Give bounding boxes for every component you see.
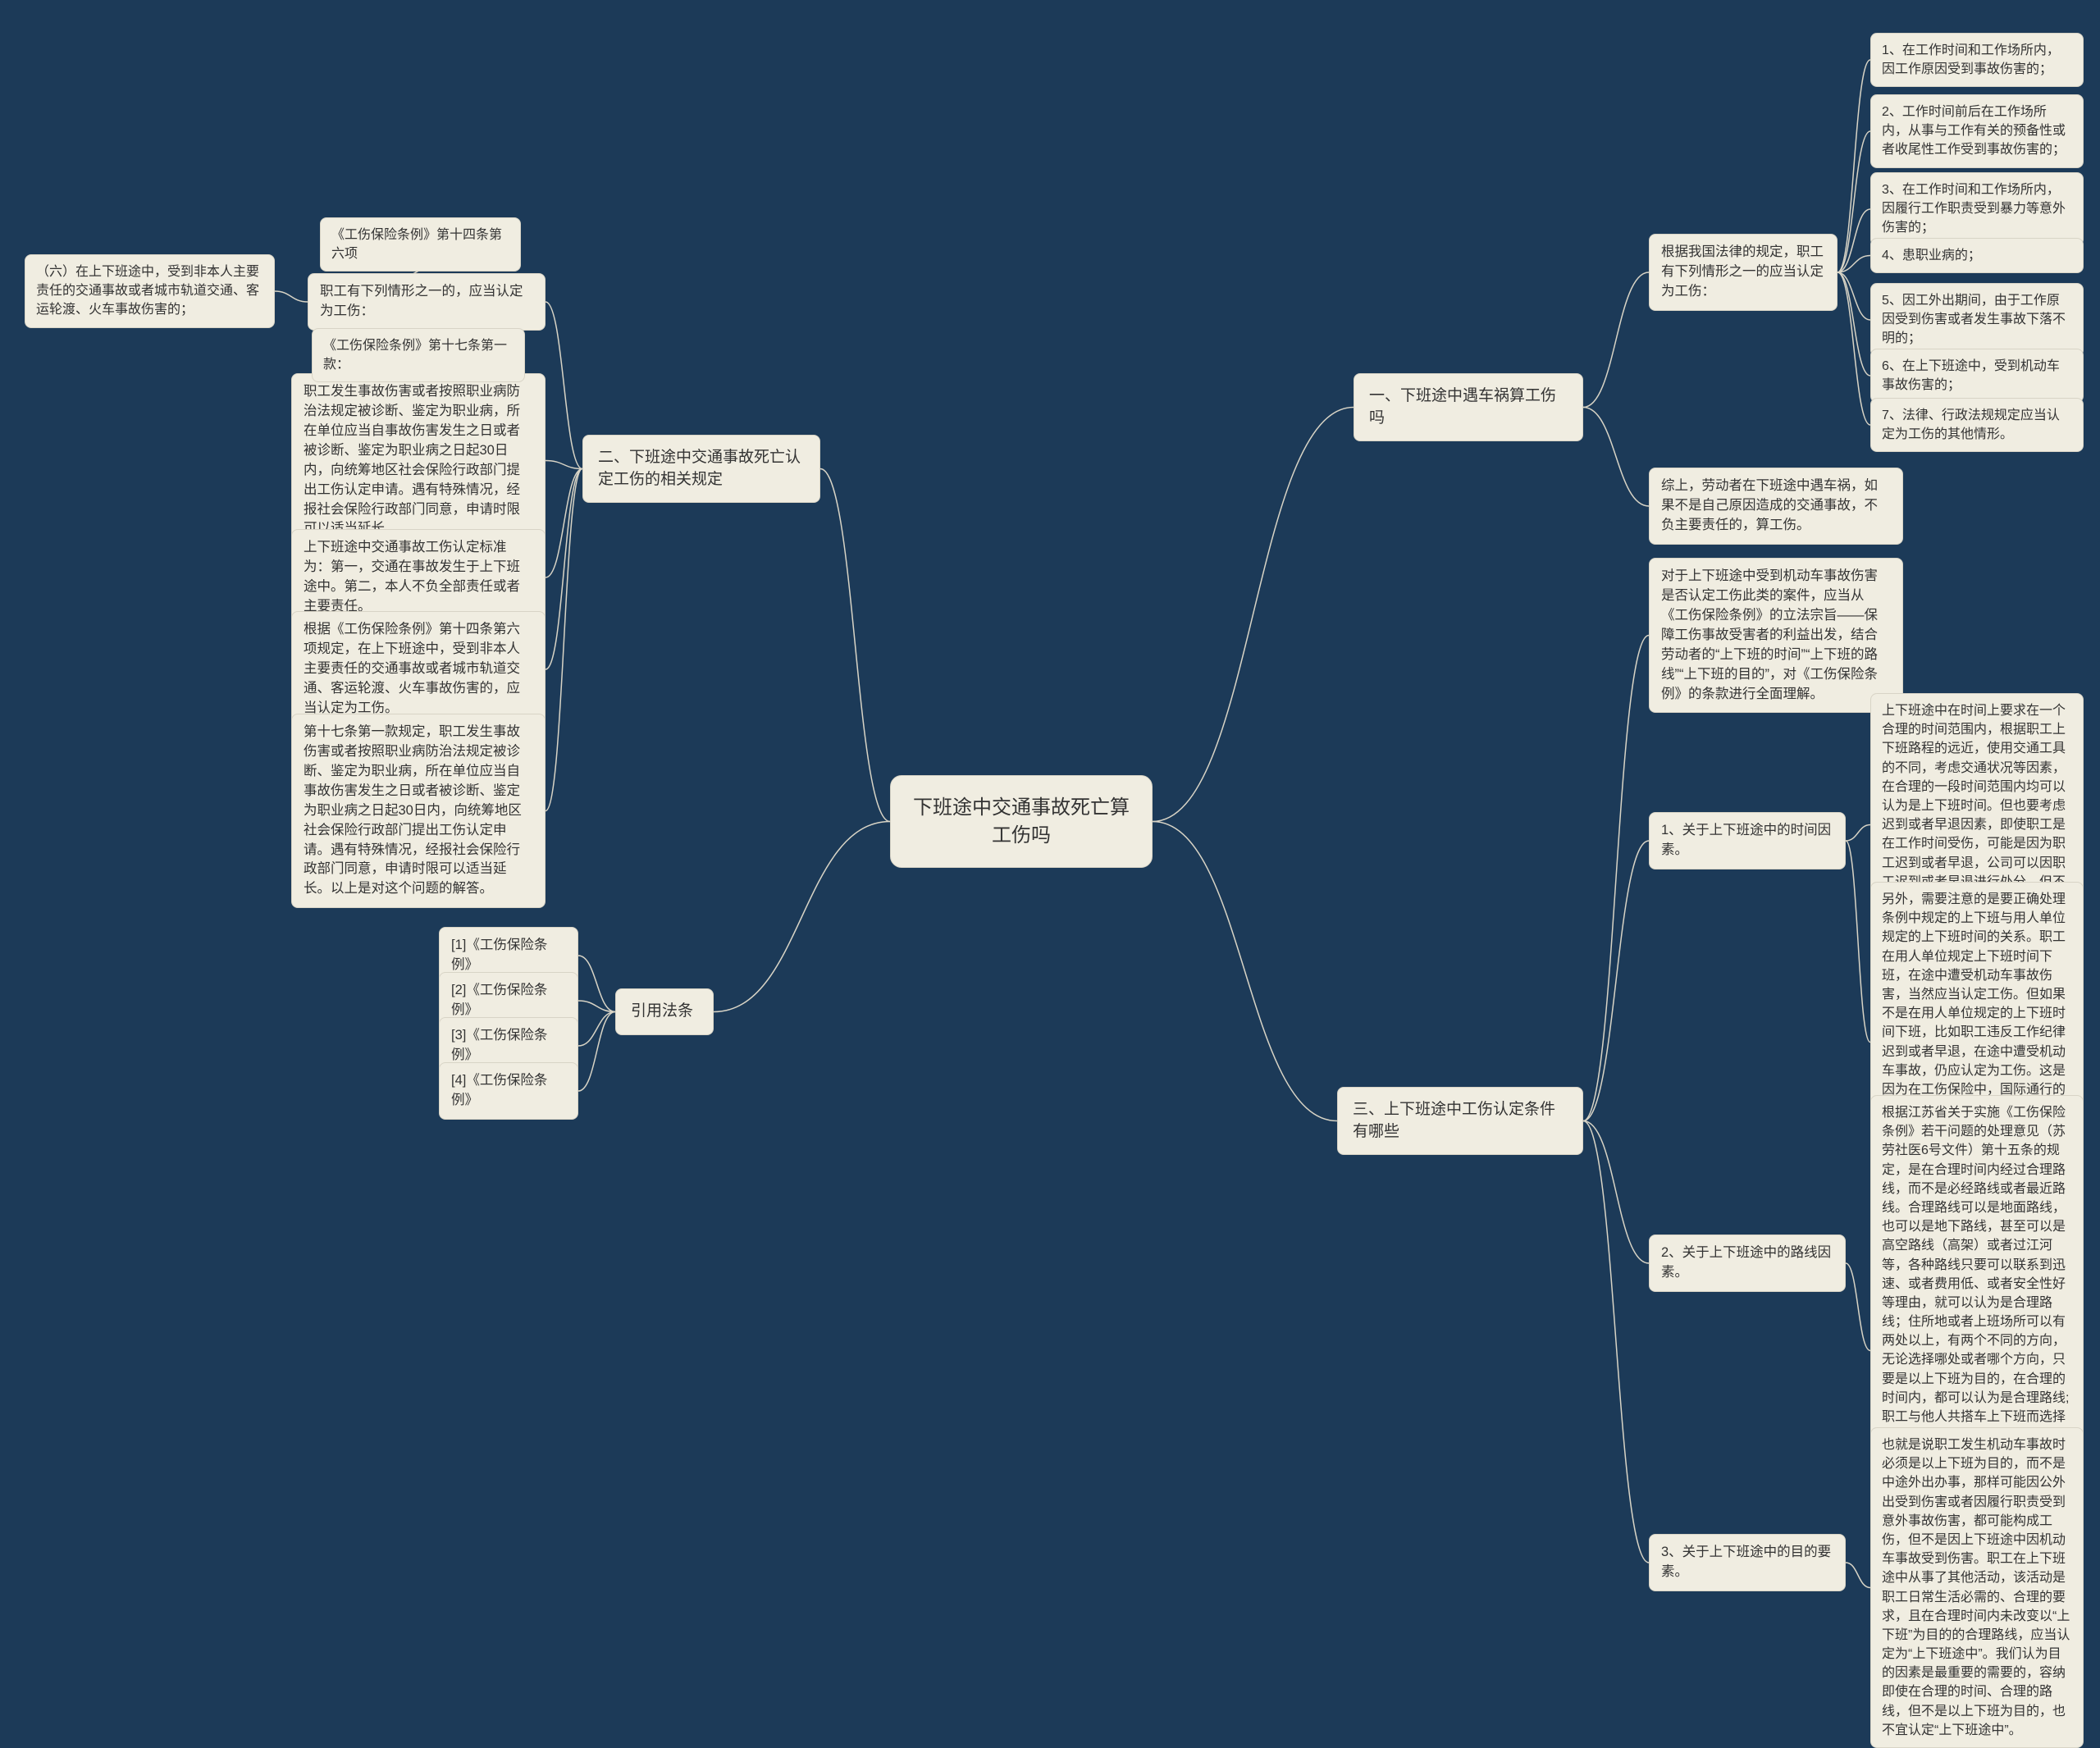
leaf-node-m1s1b: 2、工作时间前后在工作场所内，从事与工作有关的预备性或者收尾性工作受到事故伤害的… xyxy=(1870,94,2084,168)
sub-node-m1s2: 综上，劳动者在下班途中遇车祸，如果不是自己原因造成的交通事故，不负主要责任的，算… xyxy=(1649,468,1903,545)
sub-node-m2s2: 职工发生事故伤害或者按照职业病防治法规定被诊断、鉴定为职业病，所在单位应当自事故… xyxy=(291,373,546,548)
leaf-node-m3s3a: 也就是说职工发生机动车事故时必须是以上下班为目的，而不是中途外出办事，那样可能因… xyxy=(1870,1427,2084,1748)
leaf-node-m1s1g: 7、法律、行政法规规定应当认定为工伤的其他情形。 xyxy=(1870,398,2084,452)
main-node-m4: 引用法条 xyxy=(615,988,714,1035)
sub-node-m1s1: 根据我国法律的规定，职工有下列情形之一的应当认定为工伤： xyxy=(1649,234,1838,311)
leaf-node-m2s1a: 《工伤保险条例》第十四条第六项 xyxy=(320,217,521,272)
root-node: 下班途中交通事故死亡算 工伤吗 xyxy=(890,775,1153,868)
sub-node-m4d: [4]《工伤保险条例》 xyxy=(439,1062,578,1120)
sub-node-m3s2: 2、关于上下班途中的路线因素。 xyxy=(1649,1235,1846,1292)
sub-node-m3s0: 对于上下班途中受到机动车事故伤害是否认定工伤此类的案件，应当从《工伤保险条例》的… xyxy=(1649,558,1903,713)
sub-node-m3s3: 3、关于上下班途中的目的要素。 xyxy=(1649,1534,1846,1591)
leaf-node-m1s1d: 4、患职业病的； xyxy=(1870,238,2084,273)
main-node-m1: 一、下班途中遇车祸算工伤吗 xyxy=(1354,373,1583,441)
leaf-node-m1s1a: 1、在工作时间和工作场所内，因工作原因受到事故伤害的； xyxy=(1870,33,2084,87)
main-node-m3: 三、上下班途中工伤认定条件有哪些 xyxy=(1337,1087,1583,1155)
main-node-m2: 二、下班途中交通事故死亡认定工伤的相关规定 xyxy=(582,435,820,503)
sub-node-m2s4: 根据《工伤保险条例》第十四条第六项规定，在上下班途中，受到非本人主要责任的交通事… xyxy=(291,611,546,728)
leaf-node-m2s1b: （六）在上下班途中，受到非本人主要责任的交通事故或者城市轨道交通、客运轮渡、火车… xyxy=(25,254,275,328)
sub-node-m3s1: 1、关于上下班途中的时间因素。 xyxy=(1649,812,1846,869)
leaf-node-m1s1f: 6、在上下班途中，受到机动车事故伤害的； xyxy=(1870,349,2084,403)
sub-node-m2s5: 第十七条第一款规定，职工发生事故伤害或者按照职业病防治法规定被诊断、鉴定为职业病… xyxy=(291,714,546,908)
leaf-node-m2s1c: 《工伤保险条例》第十七条第一款： xyxy=(312,328,525,382)
leaf-node-m1s1e: 5、因工外出期间，由于工作原因受到伤害或者发生事故下落不明的； xyxy=(1870,283,2084,357)
leaf-node-m1s1c: 3、在工作时间和工作场所内，因履行工作职责受到暴力等意外伤害的； xyxy=(1870,172,2084,246)
sub-node-m2s1: 职工有下列情形之一的，应当认定为工伤： xyxy=(308,273,546,331)
